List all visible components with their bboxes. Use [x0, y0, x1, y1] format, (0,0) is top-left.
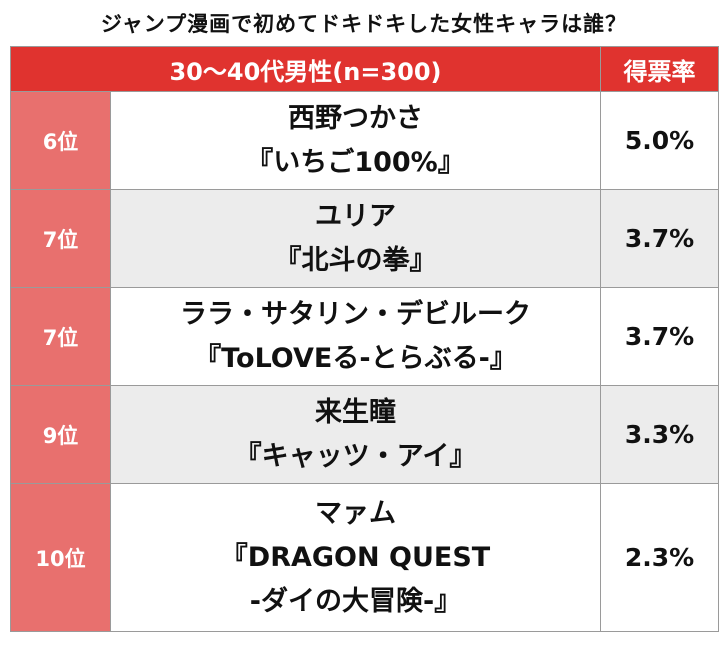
character-name: 西野つかさ — [288, 102, 423, 134]
work-title: 『いちご100%』 — [246, 146, 465, 178]
rank-cell: 6位 — [10, 91, 111, 190]
character-cell: 来生瞳 『キャッツ・アイ』 — [110, 385, 601, 484]
vote-share-cell: 5.0% — [600, 91, 719, 190]
character-name: ララ・サタリン・デビルーク — [180, 298, 531, 330]
character-name: ユリア — [315, 200, 396, 232]
work-title: 『ToLOVEる-とらぶる-』 — [194, 342, 517, 374]
work-title: 『DRAGON QUEST — [220, 541, 491, 573]
work-title-subtitle: -ダイの大冒険-』 — [249, 585, 462, 617]
character-cell: マァム 『DRAGON QUEST -ダイの大冒険-』 — [110, 483, 601, 632]
vote-share-cell: 3.7% — [600, 189, 719, 288]
table-row: 7位 ユリア 『北斗の拳』 3.7% — [10, 189, 719, 288]
header-metric-label: 得票率 — [600, 46, 719, 92]
table-row: 10位 マァム 『DRAGON QUEST -ダイの大冒険-』 2.3% — [10, 483, 719, 632]
rank-cell: 7位 — [10, 287, 111, 386]
table-row: 7位 ララ・サタリン・デビルーク 『ToLOVEる-とらぶる-』 3.7% — [10, 287, 719, 386]
work-title: 『北斗の拳』 — [274, 244, 437, 276]
header-group-label: 30〜40代男性(n=300) — [10, 46, 601, 92]
page-title: ジャンプ漫画で初めてドキドキした女性キャラは誰？ — [100, 12, 628, 36]
character-cell: 西野つかさ 『いちご100%』 — [110, 91, 601, 190]
work-title: 『キャッツ・アイ』 — [234, 440, 477, 472]
table-row: 9位 来生瞳 『キャッツ・アイ』 3.3% — [10, 385, 719, 484]
vote-share-cell: 3.7% — [600, 287, 719, 386]
vote-share-cell: 3.3% — [600, 385, 719, 484]
rank-cell: 9位 — [10, 385, 111, 484]
table-row: 6位 西野つかさ 『いちご100%』 5.0% — [10, 91, 719, 190]
character-name: マァム — [315, 497, 396, 529]
ranking-table: 30〜40代男性(n=300) 得票率 6位 西野つかさ 『いちご100%』 5… — [10, 46, 719, 632]
character-cell: ララ・サタリン・デビルーク 『ToLOVEる-とらぶる-』 — [110, 287, 601, 386]
vote-share-cell: 2.3% — [600, 483, 719, 632]
table-header-row: 30〜40代男性(n=300) 得票率 — [10, 46, 719, 92]
rank-cell: 10位 — [10, 483, 111, 632]
rank-cell: 7位 — [10, 189, 111, 288]
character-name: 来生瞳 — [315, 396, 396, 428]
character-cell: ユリア 『北斗の拳』 — [110, 189, 601, 288]
